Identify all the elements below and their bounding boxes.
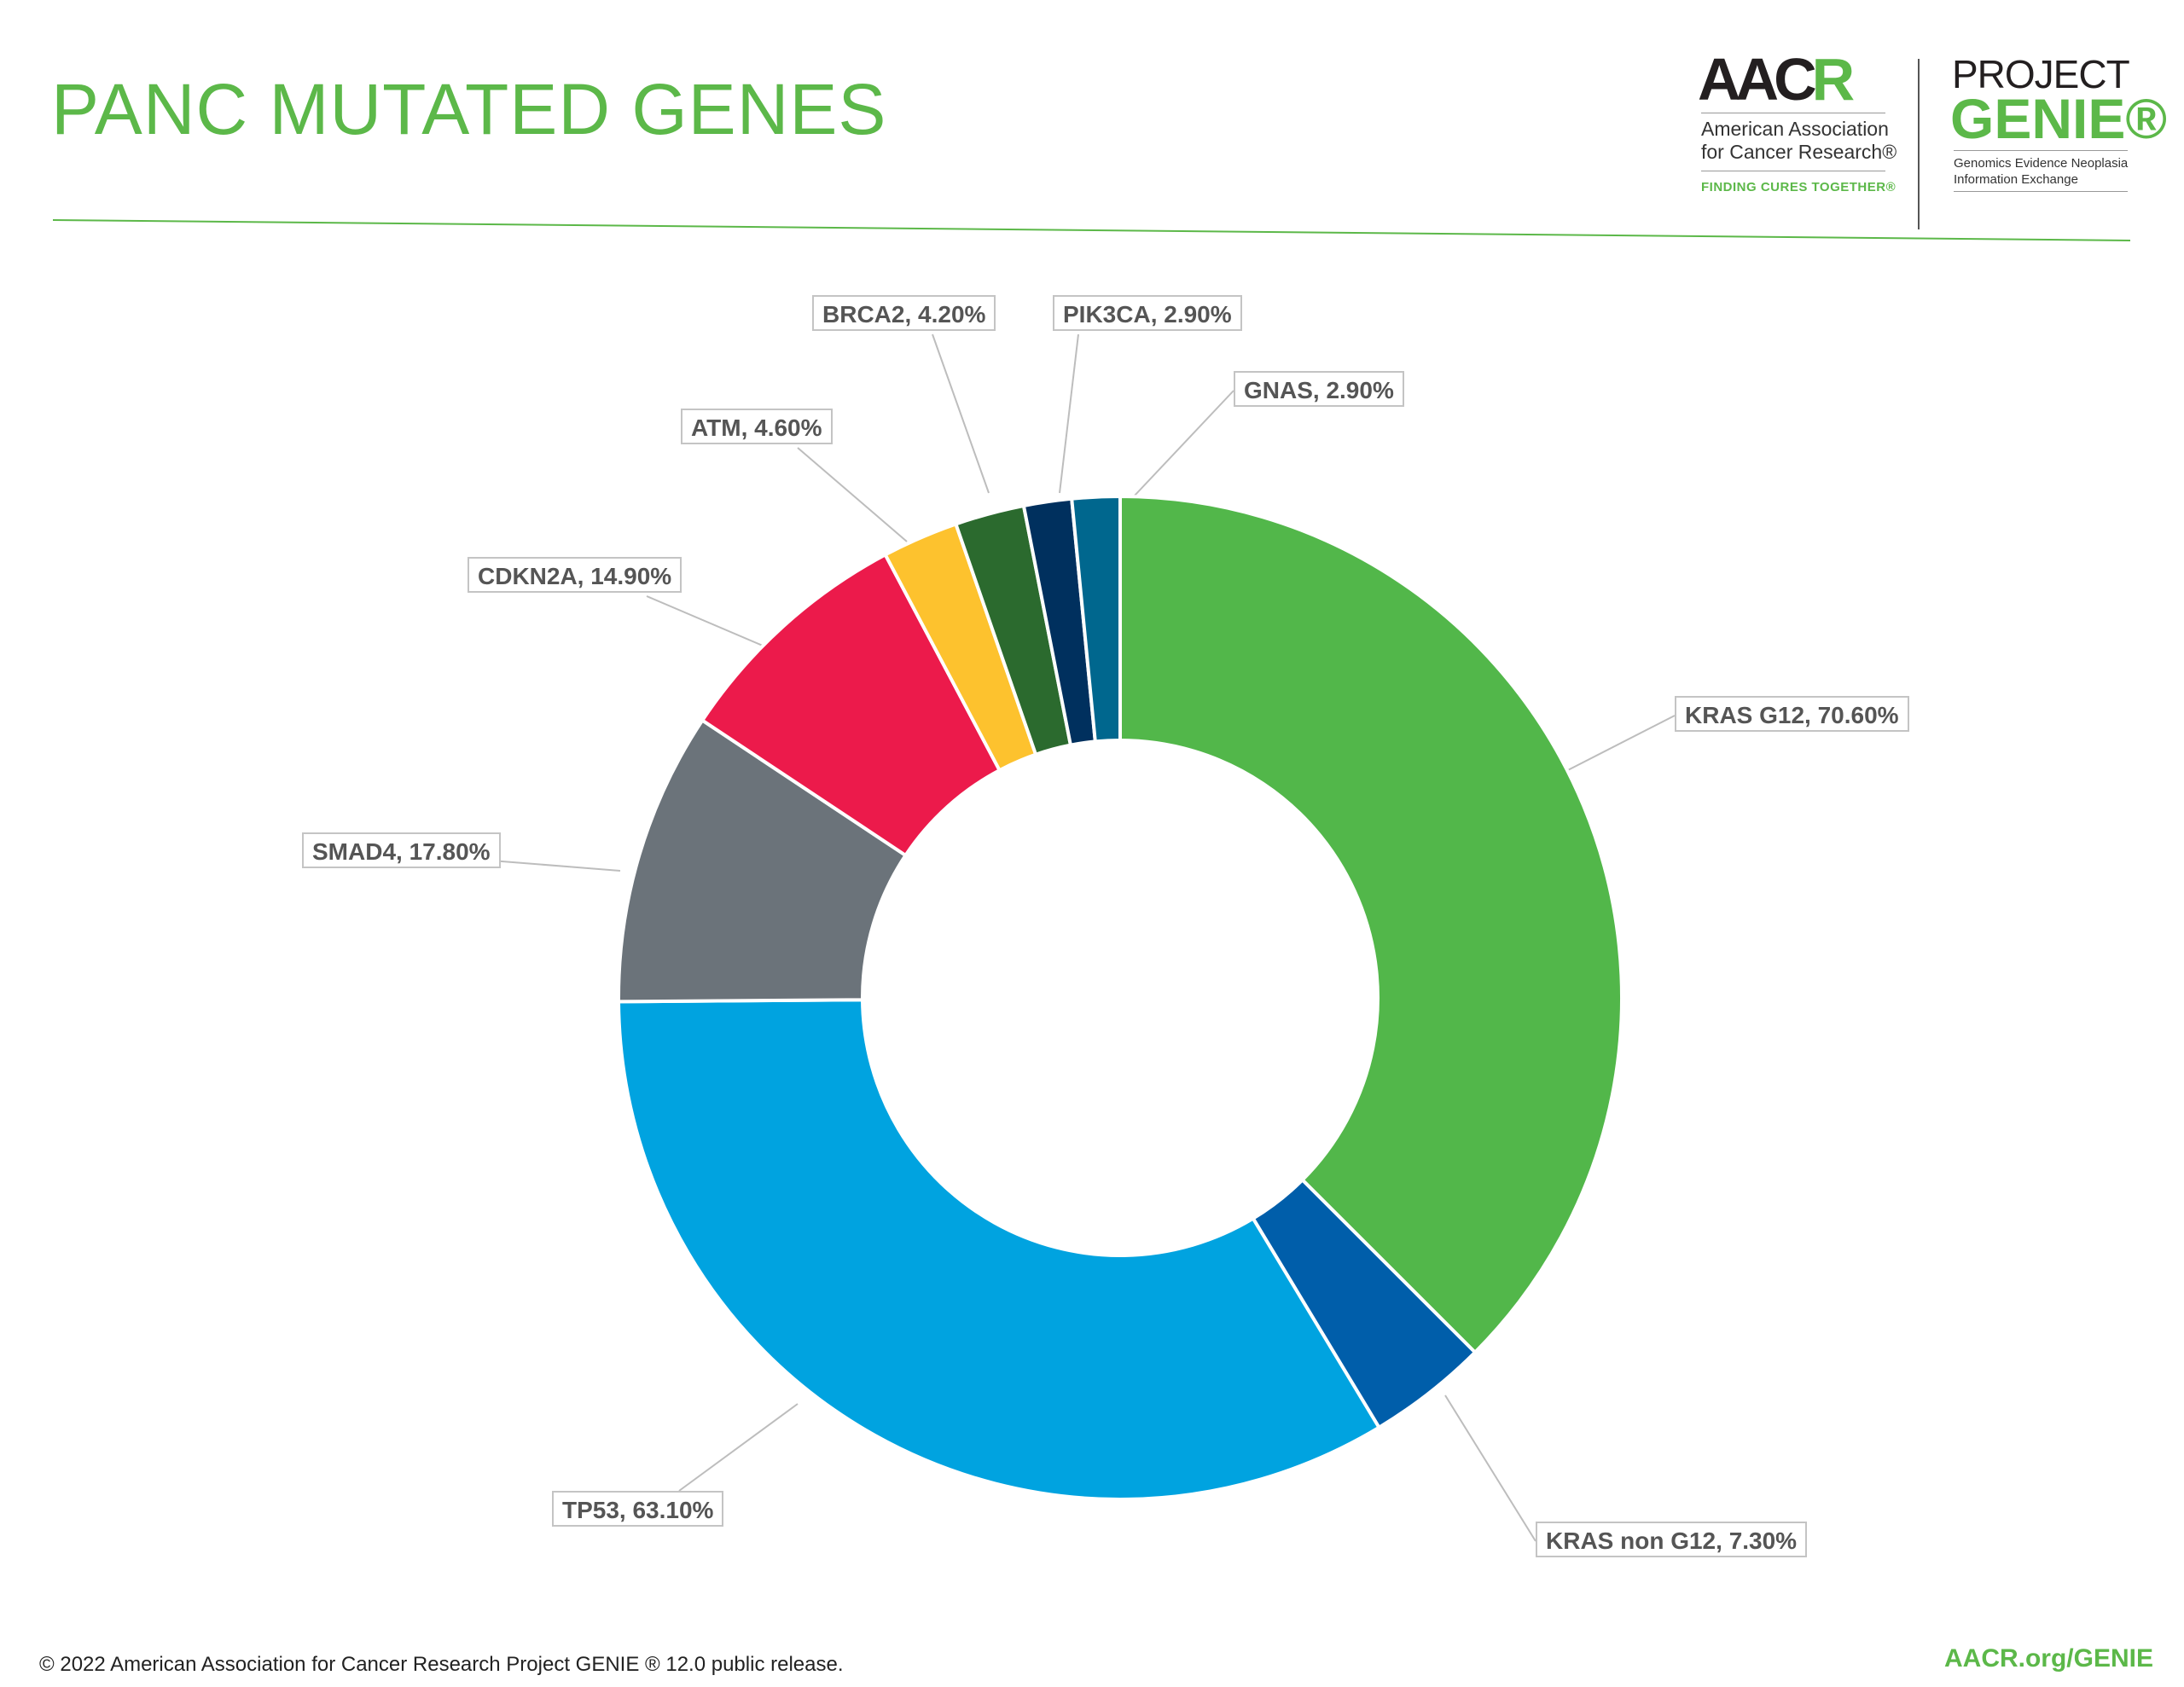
- leader-line: [1119, 390, 1234, 512]
- leader-line: [797, 447, 908, 542]
- leader-line: [1444, 1394, 1536, 1542]
- data-label: TP53, 63.10%: [552, 1491, 724, 1527]
- genie-acronym: Genomics Evidence Neoplasia Information E…: [1954, 155, 2128, 188]
- data-label: ATM, 4.60%: [681, 409, 833, 444]
- page-title: PANC MUTATED GENES: [51, 69, 887, 149]
- leader-line: [1560, 715, 1676, 774]
- slice-gnas: [1070, 494, 1122, 744]
- slice-kras-g12: [1118, 494, 1624, 1355]
- data-label: CDKN2A, 14.90%: [468, 557, 682, 593]
- data-label: BRCA2, 4.20%: [812, 295, 996, 331]
- aacr-logo-r: R: [1811, 46, 1856, 113]
- leader-line: [932, 333, 990, 494]
- logo-rule: [1954, 191, 2128, 192]
- leader-line: [678, 1403, 799, 1492]
- leader-line: [646, 595, 764, 646]
- logo-rule: [1954, 150, 2128, 151]
- slice-smad4: [617, 717, 909, 1004]
- data-label: PIK3CA, 2.90%: [1053, 295, 1242, 331]
- aacr-logo: AACR: [1698, 49, 1855, 109]
- data-label: KRAS non G12, 7.30%: [1536, 1522, 1808, 1557]
- logo-divider: [1918, 59, 1920, 229]
- leader-line: [491, 860, 621, 872]
- aacr-name: American Association for Cancer Research®: [1701, 118, 1896, 164]
- aacr-tagline: FINDING CURES TOGETHER®: [1701, 180, 1896, 194]
- aacr-name-line2: for Cancer Research®: [1701, 141, 1897, 163]
- data-label: GNAS, 2.90%: [1234, 371, 1404, 407]
- data-label: KRAS G12, 70.60%: [1675, 696, 1909, 732]
- project-genie-logo: GENIE®: [1950, 87, 2168, 150]
- aacr-genie-link[interactable]: AACR.org/GENIE: [1943, 1644, 2153, 1673]
- data-label: SMAD4, 17.80%: [302, 832, 501, 868]
- title-divider: [52, 219, 2131, 241]
- aacr-name-line1: American Association: [1701, 118, 1889, 140]
- copyright-footer: © 2022 American Association for Cancer R…: [39, 1653, 844, 1676]
- aacr-logo-letters: AAC: [1698, 46, 1817, 113]
- slice-tp53: [616, 998, 1382, 1502]
- leader-line: [1059, 333, 1079, 494]
- genie-acronym-line1: Genomics Evidence Neoplasia: [1954, 156, 2129, 171]
- project-genie-logo-top: PROJECT: [1952, 52, 2130, 96]
- genie-acronym-line2: Information Exchange: [1954, 172, 2078, 187]
